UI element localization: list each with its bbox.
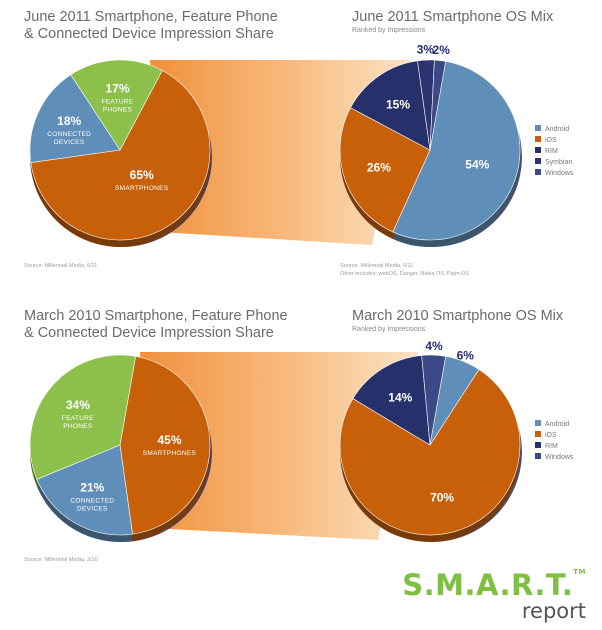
smart-report-logo: S.M.A.R.T.TM report xyxy=(402,568,594,628)
chart2-source: Source: Millennial Media, 6/11 Other inc… xyxy=(340,262,469,278)
chart1-category-label: SMARTPHONES xyxy=(115,185,169,192)
chart4-title: March 2010 Smartphone OS Mix xyxy=(352,308,564,324)
chart1-title-line1: June 2011 Smartphone, Feature Phone xyxy=(24,9,278,25)
brand-trademark: TM xyxy=(573,568,586,576)
fan-connector xyxy=(140,352,418,540)
legend-swatch-windows xyxy=(535,453,541,459)
brand-name: S.M.A.R.T.TM xyxy=(402,568,586,602)
chart2-value-label: 26% xyxy=(367,160,391,174)
brand-sub: report xyxy=(521,599,586,623)
chart2-slice-windows xyxy=(429,59,446,151)
chart3-value-label: 45% xyxy=(157,433,181,447)
chart2-value-label: 2% xyxy=(433,43,451,57)
chart3-title-line1: March 2010 Smartphone, Feature Phone xyxy=(24,308,288,324)
chart2-value-label: 3% xyxy=(417,42,435,56)
legend-swatch-ios xyxy=(535,136,541,142)
legend-swatch-android xyxy=(535,125,541,131)
chart4-legend: Android iOS RIM Windows xyxy=(535,420,574,461)
chart3-value-label: 34% xyxy=(66,398,90,412)
chart3-category-label: FEATURE xyxy=(62,415,94,422)
legend-label-android: Android xyxy=(545,421,569,428)
chart2-pie: 54% 26% 15% 3%2% xyxy=(339,42,522,248)
legend-label-windows: Windows xyxy=(545,454,574,461)
chart4-value-label: 4% xyxy=(425,339,443,353)
chart3-slice-feature-phones xyxy=(29,354,136,480)
chart4-subtitle: Ranked by Impressions xyxy=(352,326,426,333)
legend-swatch-android xyxy=(535,420,541,426)
chart4-value-label: 70% xyxy=(430,491,454,505)
chart1-category-label: DEVICES xyxy=(54,139,85,146)
chart2-slice-rim xyxy=(350,60,431,151)
chart2-value-label: 15% xyxy=(386,97,410,111)
legend-swatch-symbian xyxy=(535,158,541,164)
chart2-legend: Android iOS RIM Symbian Windows xyxy=(535,125,574,177)
chart3-slice-smartphones xyxy=(119,356,211,535)
chart1-slice-connected-devices xyxy=(29,74,121,163)
chart1-category-label: PHONES xyxy=(103,106,133,113)
chart1-category-label: FEATURE xyxy=(102,98,134,105)
chart1-title-line2: & Connected Device Impression Share xyxy=(24,26,274,42)
chart2-source-line1: Source: Millennial Media, 6/11 xyxy=(340,263,414,269)
chart3-title-line2: & Connected Device Impression Share xyxy=(24,325,274,341)
chart3-title: March 2010 Smartphone, Feature Phone & C… xyxy=(24,308,288,342)
chart3-value-label: 21% xyxy=(80,480,104,494)
chart1-value-label: 18% xyxy=(57,114,81,128)
chart1-slice-feature-phones xyxy=(70,59,163,151)
chart4-slice-ios xyxy=(339,369,521,536)
chart1-value-label: 17% xyxy=(105,81,129,95)
legend-label-windows: Windows xyxy=(545,170,574,177)
chart4-value-label: 6% xyxy=(457,348,475,362)
chart4-pie: 6% 70% 14% 4% xyxy=(339,339,522,543)
legend-label-android: Android xyxy=(545,126,569,133)
chart1-title: June 2011 Smartphone, Feature Phone & Co… xyxy=(24,9,278,43)
chart1-slice-smartphones xyxy=(30,70,211,241)
chart3-category-label: DEVICES xyxy=(77,505,108,512)
chart2-subtitle: Ranked by Impressions xyxy=(352,27,426,34)
chart1-source: Source: Millennial Media, 6/11 xyxy=(24,263,98,269)
legend-label-rim: RIM xyxy=(545,443,558,450)
chart2-slice-ios xyxy=(339,107,431,233)
legend-label-rim: RIM xyxy=(545,148,558,155)
chart3-category-label: SMARTPHONES xyxy=(143,450,197,457)
chart4-slice-rim xyxy=(352,355,431,446)
legend-label-symbian: Symbian xyxy=(545,159,572,166)
legend-swatch-ios xyxy=(535,431,541,437)
chart2-title: June 2011 Smartphone OS Mix xyxy=(352,9,554,25)
chart1-category-label: CONNECTED xyxy=(47,131,91,138)
chart2-slice-android xyxy=(392,61,521,241)
chart3-slice-connected-devices xyxy=(36,444,133,536)
chart2-source-line2: Other includes: webOS, Danger, Nokia OS,… xyxy=(340,271,470,277)
chart3-category-label: CONNECTED xyxy=(70,497,114,504)
chart1-value-label: 65% xyxy=(130,168,154,182)
fan-connector xyxy=(150,60,412,245)
legend-label-ios: iOS xyxy=(545,137,557,144)
chart4-value-label: 14% xyxy=(388,391,412,405)
legend-swatch-windows xyxy=(535,169,541,175)
chart4-slice-windows xyxy=(421,354,446,446)
legend-swatch-rim xyxy=(535,442,541,448)
legend-swatch-rim xyxy=(535,147,541,153)
brand-name-text: S.M.A.R.T. xyxy=(402,568,574,602)
legend-label-ios: iOS xyxy=(545,432,557,439)
chart3-category-label: PHONES xyxy=(63,423,93,430)
chart2-value-label: 54% xyxy=(465,158,489,172)
chart3-source: Source: Millennial Media, 3/10 xyxy=(24,557,98,563)
